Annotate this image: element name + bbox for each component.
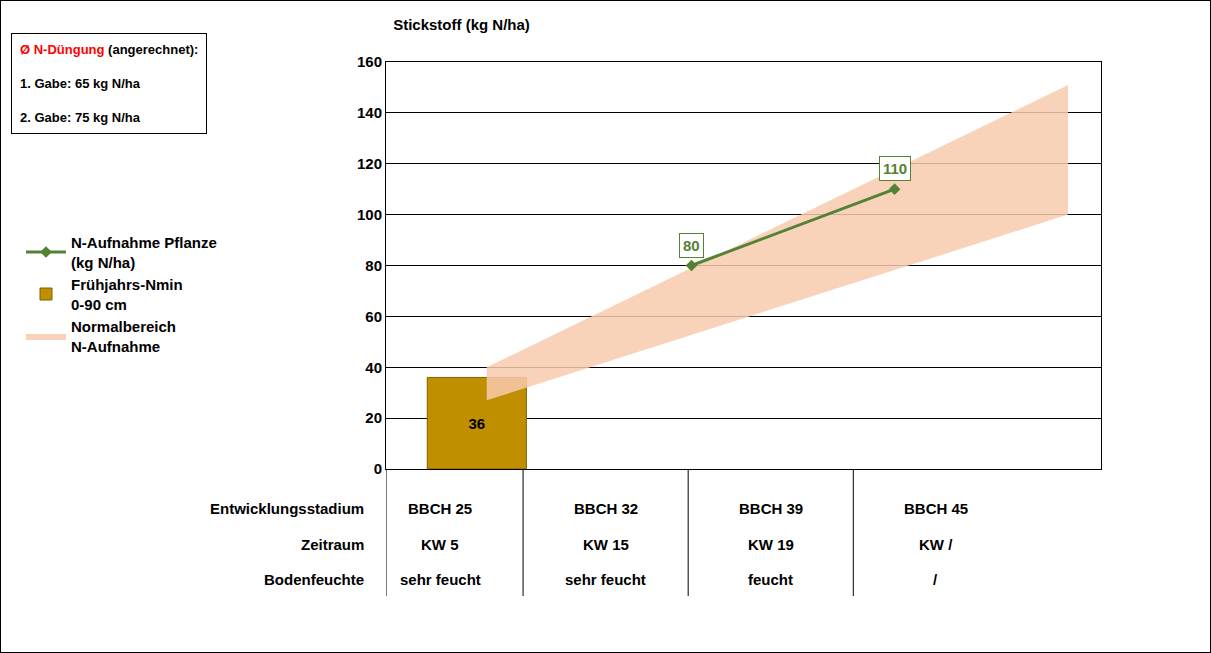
svg-text:36: 36: [468, 415, 485, 432]
svg-text:110: 110: [883, 160, 907, 177]
svg-text:Bodenfeuchte: Bodenfeuchte: [264, 571, 364, 588]
svg-text:20: 20: [365, 409, 382, 426]
svg-text:feucht: feucht: [748, 571, 793, 588]
svg-text:BBCH 39: BBCH 39: [739, 500, 803, 517]
svg-text:Frühjahrs-Nmin0-90 cm: Frühjahrs-Nmin0-90 cm: [71, 276, 183, 313]
svg-text:KW 5: KW 5: [421, 536, 459, 553]
svg-text:Zeitraum: Zeitraum: [301, 536, 364, 553]
svg-text:KW /: KW /: [919, 536, 953, 553]
svg-text:60: 60: [365, 308, 382, 325]
svg-text:NormalbereichN-Aufnahme: NormalbereichN-Aufnahme: [71, 318, 176, 355]
svg-text:BBCH 45: BBCH 45: [904, 500, 968, 517]
svg-text:KW 15: KW 15: [583, 536, 629, 553]
svg-text:sehr feucht: sehr feucht: [565, 571, 646, 588]
svg-text:/: /: [933, 571, 938, 588]
svg-text:120: 120: [357, 155, 382, 172]
svg-text:N-Aufnahme Pflanze(kg N/ha): N-Aufnahme Pflanze(kg N/ha): [71, 234, 217, 271]
svg-text:BBCH 25: BBCH 25: [408, 500, 472, 517]
svg-text:0: 0: [374, 460, 382, 477]
svg-text:BBCH 32: BBCH 32: [574, 500, 638, 517]
svg-text:Entwicklungsstadium: Entwicklungsstadium: [210, 500, 364, 517]
svg-text:80: 80: [683, 237, 700, 254]
svg-text:Stickstoff (kg N/ha): Stickstoff (kg N/ha): [393, 16, 530, 33]
svg-text:KW 19: KW 19: [748, 536, 794, 553]
svg-text:sehr feucht: sehr feucht: [400, 571, 481, 588]
svg-text:Ø N-Düngung (angerechnet):1. G: Ø N-Düngung (angerechnet):1. Gabe: 65 kg…: [20, 42, 198, 125]
svg-text:100: 100: [357, 206, 382, 223]
svg-text:160: 160: [357, 53, 382, 70]
svg-text:80: 80: [365, 257, 382, 274]
svg-text:140: 140: [357, 104, 382, 121]
svg-text:40: 40: [365, 359, 382, 376]
